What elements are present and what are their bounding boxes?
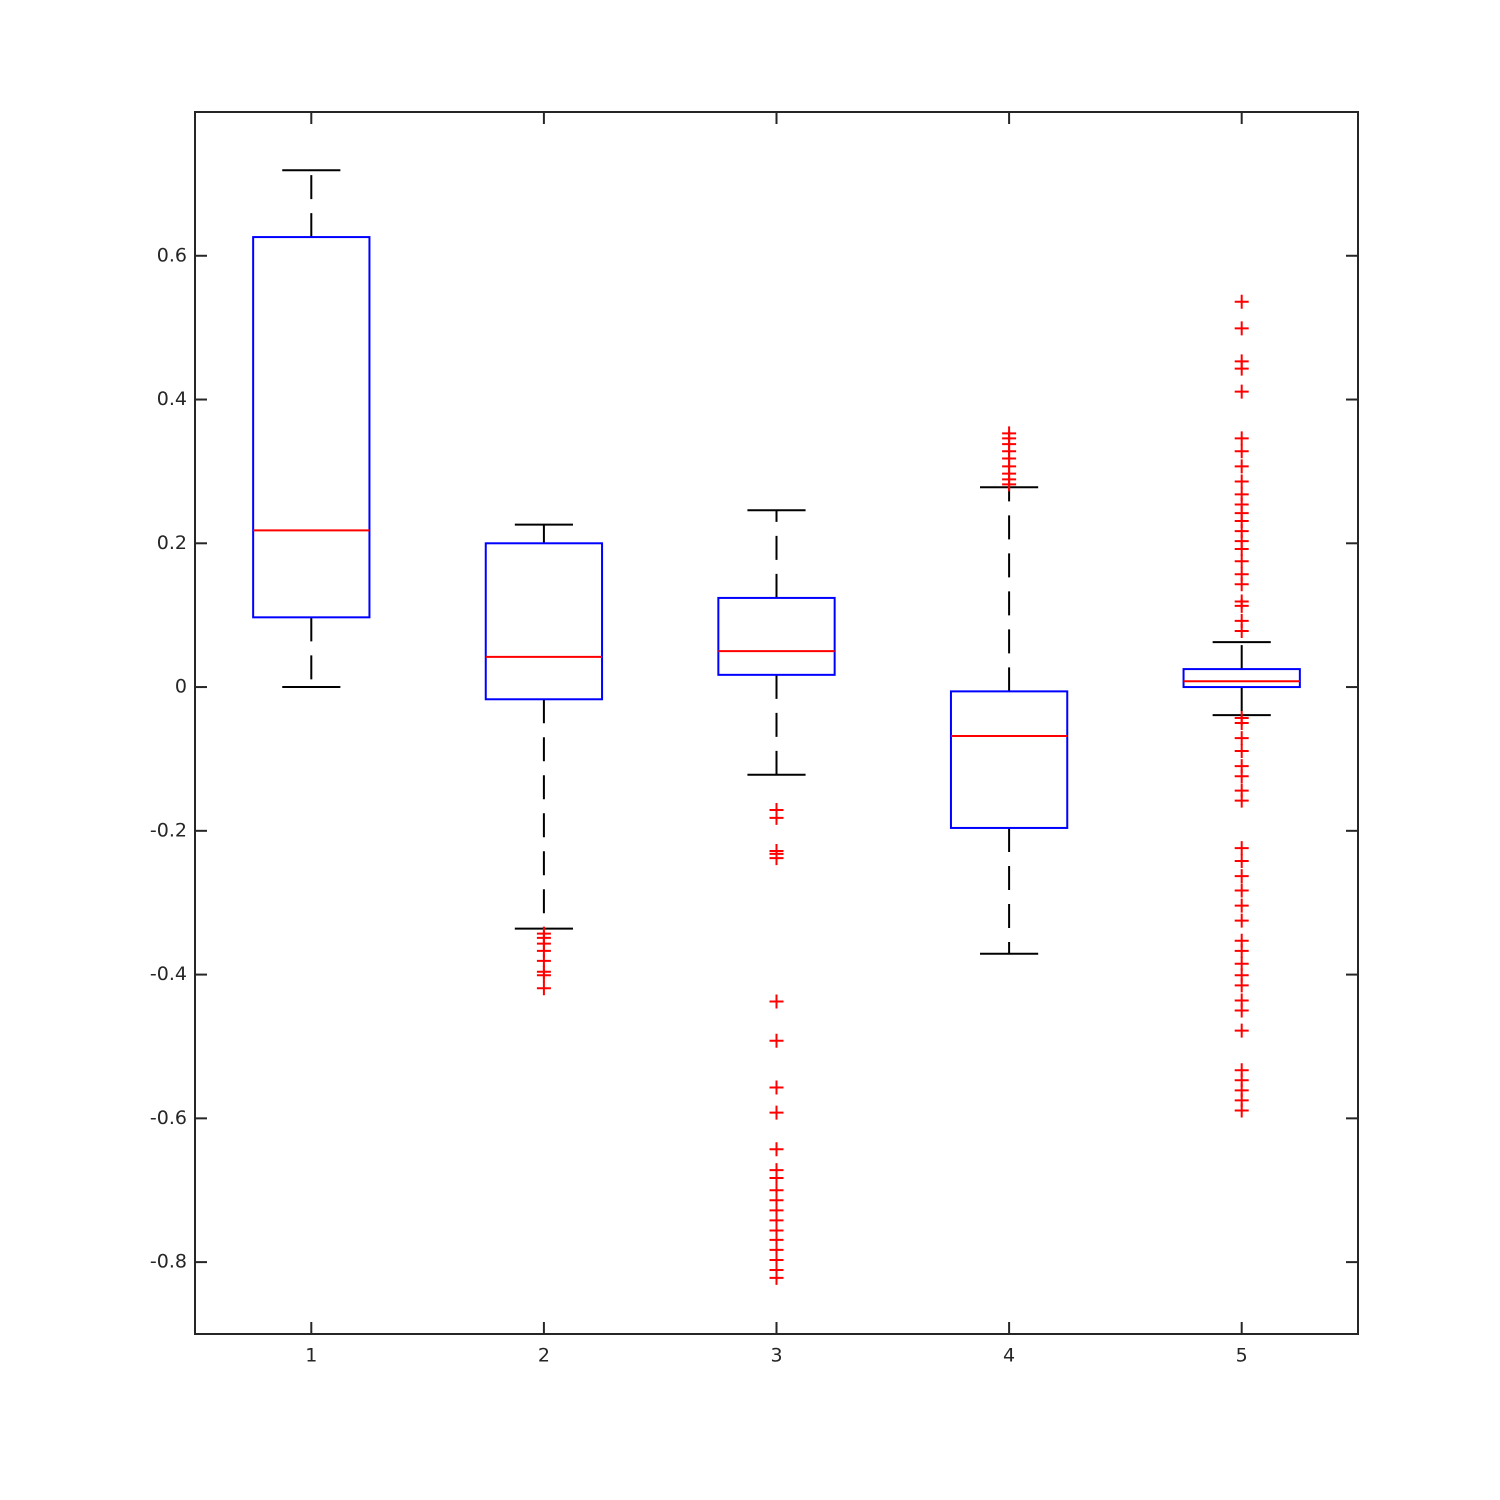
x-tick-label: 3 (770, 1345, 782, 1367)
plot-frame (194, 111, 1359, 1335)
outlier (1234, 769, 1249, 784)
y-tick-label: -0.4 (150, 963, 187, 985)
outlier (769, 1171, 784, 1186)
outlier (1234, 716, 1249, 730)
x-tick-label: 2 (538, 1345, 550, 1367)
box (252, 236, 371, 619)
outlier (1234, 431, 1249, 446)
outlier (769, 810, 784, 825)
x-tick-label: 5 (1236, 1345, 1248, 1367)
outlier (769, 1080, 784, 1095)
box (1182, 668, 1301, 689)
outlier (769, 994, 784, 1009)
outlier (1234, 854, 1249, 869)
x-tick-label: 4 (1003, 1345, 1015, 1367)
outlier (1002, 477, 1017, 492)
outlier (769, 1105, 784, 1120)
outlier (769, 1270, 784, 1285)
outlier (1234, 913, 1249, 928)
box (717, 596, 836, 676)
y-tick-label: 0 (175, 676, 187, 698)
outlier (1234, 321, 1249, 336)
y-tick-label: 0.6 (157, 244, 187, 266)
outlier (536, 968, 551, 983)
outlier (1234, 384, 1249, 399)
y-tick-label: -0.8 (150, 1251, 187, 1273)
outlier (1234, 598, 1249, 613)
outlier (769, 1142, 784, 1157)
outlier (1234, 444, 1249, 459)
outlier (1234, 542, 1249, 557)
outlier (1234, 793, 1249, 808)
y-tick-label: -0.2 (150, 819, 187, 841)
outlier (1234, 577, 1249, 592)
y-tick-label: -0.6 (150, 1107, 187, 1129)
outlier (1234, 623, 1249, 638)
outlier (1234, 361, 1249, 376)
outlier (1234, 898, 1249, 913)
outlier (1234, 554, 1249, 569)
outlier (1234, 459, 1249, 474)
outlier (1234, 869, 1249, 884)
outlier (1234, 731, 1249, 746)
y-tick-label: 0.4 (157, 388, 187, 410)
outlier (1234, 978, 1249, 993)
outlier (1234, 744, 1249, 759)
outlier (1234, 943, 1249, 958)
outlier (536, 981, 551, 996)
box (484, 542, 604, 701)
outlier (769, 1033, 784, 1048)
y-tick-label: 0.2 (157, 532, 187, 554)
x-tick-label: 1 (305, 1345, 317, 1367)
outlier (1234, 1023, 1249, 1038)
box (949, 690, 1069, 829)
outlier (1234, 883, 1249, 898)
outlier (1234, 841, 1249, 856)
outlier (1234, 294, 1249, 309)
outlier (1234, 1103, 1249, 1118)
outlier (1234, 474, 1249, 489)
outlier (769, 851, 784, 866)
outlier (1234, 1003, 1249, 1018)
